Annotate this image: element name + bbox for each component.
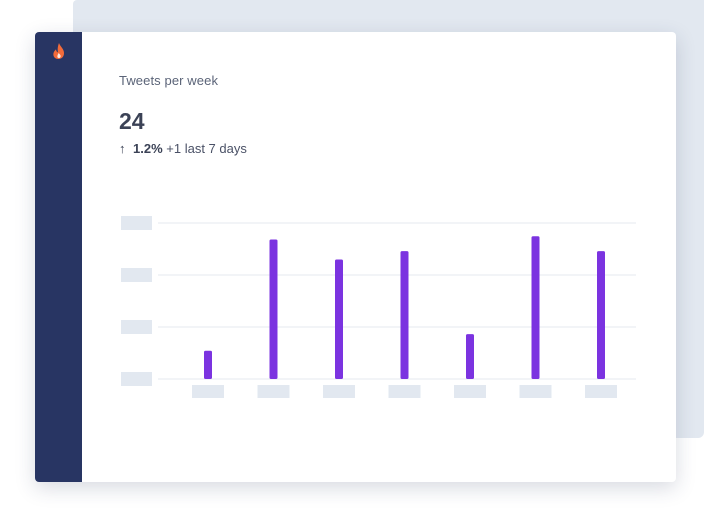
chart-bar <box>204 350 212 379</box>
flame-icon[interactable] <box>50 42 68 64</box>
x-tick-label-placeholder <box>257 385 290 398</box>
y-tick-label-placeholder <box>121 216 152 230</box>
chart-bar <box>400 251 409 379</box>
chart-card: Tweets per week 24 ↑ 1.2% +1 last 7 days <box>35 32 676 482</box>
bar-chart <box>121 216 636 398</box>
x-tick-label-placeholder <box>323 385 355 398</box>
flame-icon-shape <box>53 43 64 60</box>
change-text: +1 last 7 days <box>166 141 247 156</box>
chart-title: Tweets per week <box>119 73 219 88</box>
change-indicator: ↑ 1.2% +1 last 7 days <box>119 141 247 156</box>
change-percent: 1.2% <box>133 141 163 156</box>
y-tick-label-placeholder <box>121 268 152 282</box>
chart-bar <box>335 259 343 379</box>
x-tick-label-placeholder <box>454 385 486 398</box>
y-tick-label-placeholder <box>121 372 152 386</box>
y-tick-label-placeholder <box>121 320 152 334</box>
x-tick-label-placeholder <box>519 385 552 398</box>
x-tick-label-placeholder <box>192 385 224 398</box>
x-tick-label-placeholder <box>388 385 421 398</box>
metric-value: 24 <box>119 108 145 134</box>
chart-bar <box>597 251 605 379</box>
chart-bar <box>466 334 474 379</box>
x-tick-label-placeholder <box>585 385 617 398</box>
chart-bar <box>269 239 278 379</box>
arrow-up-icon: ↑ <box>119 141 126 156</box>
flame-icon-core <box>57 53 61 59</box>
sidebar <box>35 32 82 482</box>
chart-bar <box>531 236 540 379</box>
main-content: Tweets per week 24 ↑ 1.2% +1 last 7 days <box>82 32 676 482</box>
